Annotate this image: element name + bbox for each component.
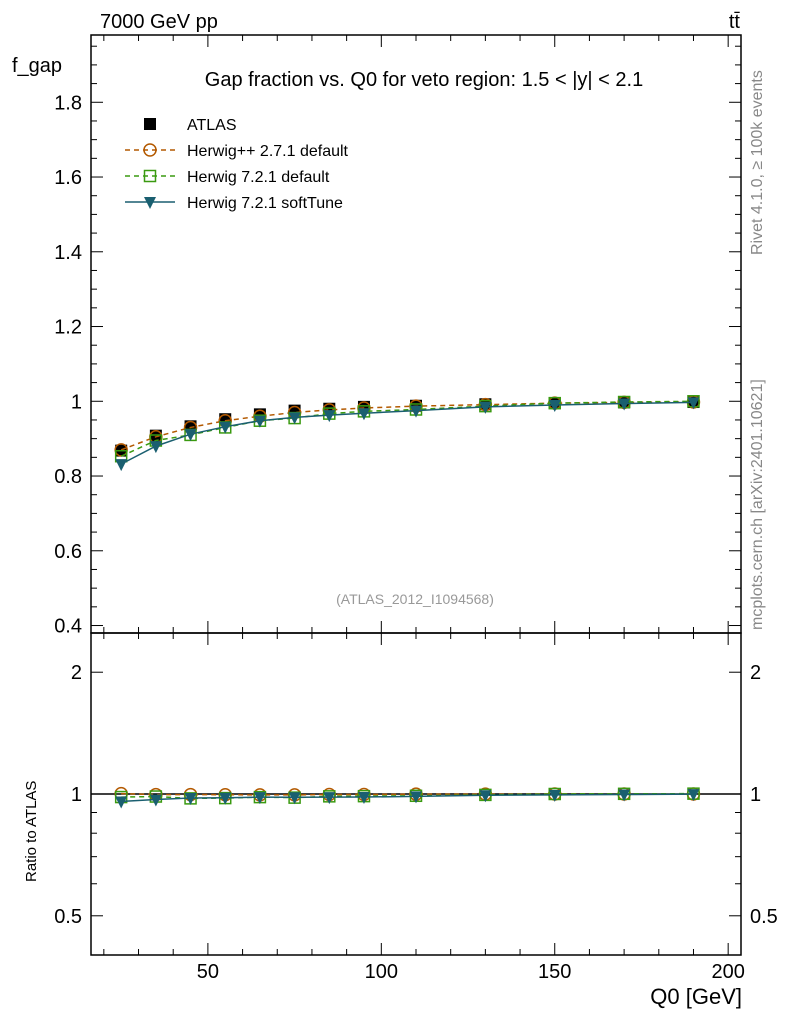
data-point xyxy=(618,398,631,411)
y-tick-label: 0.4 xyxy=(54,616,82,638)
data-point xyxy=(323,792,336,805)
data-point xyxy=(548,400,561,413)
data-point xyxy=(184,429,197,442)
chart-title: Gap fraction vs. Q0 for veto region: 1.5… xyxy=(205,69,643,91)
x-tick-label: 100 xyxy=(365,961,398,983)
y-tick-label: 1.2 xyxy=(54,317,82,339)
data-point xyxy=(548,789,561,802)
ratio-y-axis-label: Ratio to ATLAS xyxy=(23,781,40,882)
y-tick-label: 1.4 xyxy=(54,242,82,264)
data-point xyxy=(115,459,128,472)
data-point xyxy=(144,118,156,130)
y-tick-label: 0.8 xyxy=(54,466,82,488)
y-tick-label: 0.6 xyxy=(54,541,82,563)
data-point xyxy=(357,792,370,805)
y-axis-label: f_gap xyxy=(12,55,62,77)
x-tick-label: 200 xyxy=(711,961,744,983)
series-line xyxy=(120,400,694,457)
data-point xyxy=(687,789,700,802)
y-tick-label: 1 xyxy=(71,391,82,413)
data-point xyxy=(410,405,422,418)
y-tick-label: 1.6 xyxy=(54,167,82,189)
ratio-y-tick-label: 2 xyxy=(750,662,761,684)
data-point xyxy=(115,796,128,809)
data-point xyxy=(479,790,492,803)
legend-label: Herwig++ 2.7.1 default xyxy=(187,143,349,160)
data-point xyxy=(253,792,266,805)
data-point xyxy=(219,421,232,434)
legend-label: Herwig 7.2.1 default xyxy=(187,169,330,186)
data-point xyxy=(479,401,492,414)
series-3 xyxy=(115,397,700,809)
data-point xyxy=(288,412,301,425)
data-point xyxy=(149,794,162,807)
series-line xyxy=(120,401,694,465)
data-point xyxy=(143,143,157,157)
ratio-y-tick-label: 1 xyxy=(750,784,761,806)
x-tick-label: 50 xyxy=(197,961,219,983)
mcplots-label: mcplots.cern.ch [arXiv:2401.10621] xyxy=(749,379,766,630)
data-point xyxy=(323,410,336,423)
series-line xyxy=(120,401,694,451)
ratio-y-tick-label: 0.5 xyxy=(750,906,778,928)
legend-label: Herwig 7.2.1 softTune xyxy=(187,195,343,212)
data-point xyxy=(687,397,700,410)
data-point xyxy=(149,441,162,454)
data-point xyxy=(219,792,232,805)
series-0 xyxy=(115,396,700,457)
y-tick-label: 1.8 xyxy=(54,92,82,114)
analysis-label: (ATLAS_2012_I1094568) xyxy=(336,591,494,607)
top-right-label: tt̄ xyxy=(729,11,741,33)
top-left-label: 7000 GeV pp xyxy=(100,11,218,33)
x-axis-label: Q0 [GeV] xyxy=(650,984,742,1009)
data-point xyxy=(144,197,156,209)
ratio-y-tick-label: 2 xyxy=(71,662,82,684)
data-point xyxy=(143,169,157,183)
rivet-label: Rivet 4.1.0, ≥ 100k events xyxy=(749,70,766,255)
data-point xyxy=(618,789,631,802)
x-tick-label: 150 xyxy=(538,961,571,983)
ratio-y-tick-label: 1 xyxy=(71,784,82,806)
data-point xyxy=(253,415,266,428)
ratio-y-tick-label: 0.5 xyxy=(54,906,82,928)
data-point xyxy=(288,792,301,805)
data-point xyxy=(410,791,422,804)
data-point xyxy=(184,793,197,806)
data-point xyxy=(357,408,370,421)
legend-label: ATLAS xyxy=(187,117,237,134)
